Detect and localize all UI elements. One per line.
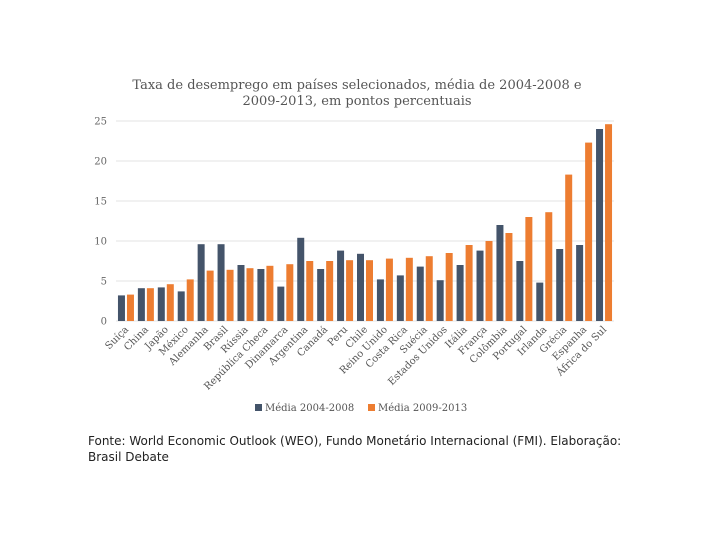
bar-2009-2013-12 (366, 260, 373, 321)
bar-2004-2008-10 (317, 269, 325, 321)
y-axis-ticks: 0 5 10 15 20 25 (94, 117, 107, 328)
bar-2004-2008-19 (496, 225, 504, 321)
bar-2004-2008-0 (117, 295, 125, 321)
bar-2004-2008-3 (177, 291, 185, 321)
bar-2009-2013-4 (206, 270, 214, 321)
bar-2004-2008-12 (357, 253, 364, 321)
bar-2004-2008-15 (416, 266, 424, 321)
bar-2009-2013-10 (326, 261, 334, 321)
y-tick-label-0: 0 (101, 317, 107, 328)
bar-2009-2013-18 (485, 241, 493, 321)
bar-2009-2013-22 (565, 174, 573, 321)
bar-2004-2008-24 (596, 129, 604, 321)
bar-2009-2013-8 (286, 264, 294, 321)
bar-2004-2008-7 (257, 269, 265, 321)
bar-2004-2008-17 (456, 265, 464, 321)
bar-chart: Taxa de desemprego em países selecionado… (94, 78, 614, 414)
bar-2009-2013-23 (585, 142, 593, 321)
bar-2009-2013-3 (186, 279, 194, 321)
bar-2004-2008-1 (137, 288, 145, 321)
bar-2009-2013-15 (425, 256, 433, 321)
bar-2004-2008-11 (337, 250, 345, 321)
bar-2009-2013-1 (146, 288, 154, 321)
bar-2004-2008-22 (556, 249, 564, 321)
source-caption: Fonte: World Economic Outlook (WEO), Fun… (88, 434, 622, 464)
bar-2009-2013-24 (605, 124, 613, 321)
bars (117, 124, 613, 321)
bar-2004-2008-6 (237, 265, 245, 321)
y-tick-label-20: 20 (94, 157, 107, 168)
bar-2004-2008-4 (197, 244, 205, 321)
bar-2004-2008-2 (157, 287, 165, 321)
bar-2009-2013-19 (505, 233, 513, 321)
bar-2009-2013-11 (346, 260, 354, 321)
bar-2009-2013-20 (525, 217, 533, 321)
bar-2004-2008-20 (516, 261, 524, 321)
bar-2009-2013-2 (166, 284, 174, 321)
chart-title-line-1: Taxa de desemprego em países selecionado… (132, 78, 581, 93)
bar-2004-2008-16 (436, 280, 444, 321)
bar-2004-2008-18 (476, 250, 484, 321)
bar-2004-2008-13 (376, 279, 384, 321)
bar-2009-2013-0 (126, 294, 134, 321)
bar-2009-2013-13 (385, 258, 393, 321)
bar-2009-2013-5 (226, 269, 234, 321)
bar-2009-2013-14 (405, 257, 413, 321)
y-tick-label-10: 10 (94, 237, 107, 248)
bar-2009-2013-21 (545, 212, 553, 321)
legend: Média 2004-2008 Média 2009-2013 (255, 403, 467, 414)
y-tick-label-25: 25 (94, 117, 107, 128)
bar-2004-2008-5 (217, 244, 225, 321)
bar-2009-2013-9 (306, 261, 314, 321)
bar-2004-2008-23 (576, 245, 584, 321)
legend-label-2009-2013: Média 2009-2013 (378, 403, 467, 414)
legend-swatch-2009-2013 (368, 404, 375, 411)
bar-2009-2013-17 (465, 245, 473, 321)
bar-2009-2013-7 (266, 265, 274, 321)
x-axis-labels: SuíçaChinaJapãoMéxicoAlemanhaBrasilRússi… (103, 324, 609, 393)
y-tick-label-5: 5 (101, 277, 107, 288)
legend-label-2004-2008: Média 2004-2008 (265, 403, 354, 414)
bar-2004-2008-14 (396, 275, 404, 321)
y-tick-label-15: 15 (94, 197, 107, 208)
legend-swatch-2004-2008 (255, 404, 262, 411)
bar-2009-2013-16 (445, 253, 453, 321)
chart-title-line-2: 2009-2013, em pontos percentuais (242, 94, 471, 109)
bar-2009-2013-6 (246, 268, 254, 321)
bar-2004-2008-21 (536, 282, 544, 321)
bar-2004-2008-8 (277, 286, 285, 321)
bar-2004-2008-9 (297, 237, 305, 321)
